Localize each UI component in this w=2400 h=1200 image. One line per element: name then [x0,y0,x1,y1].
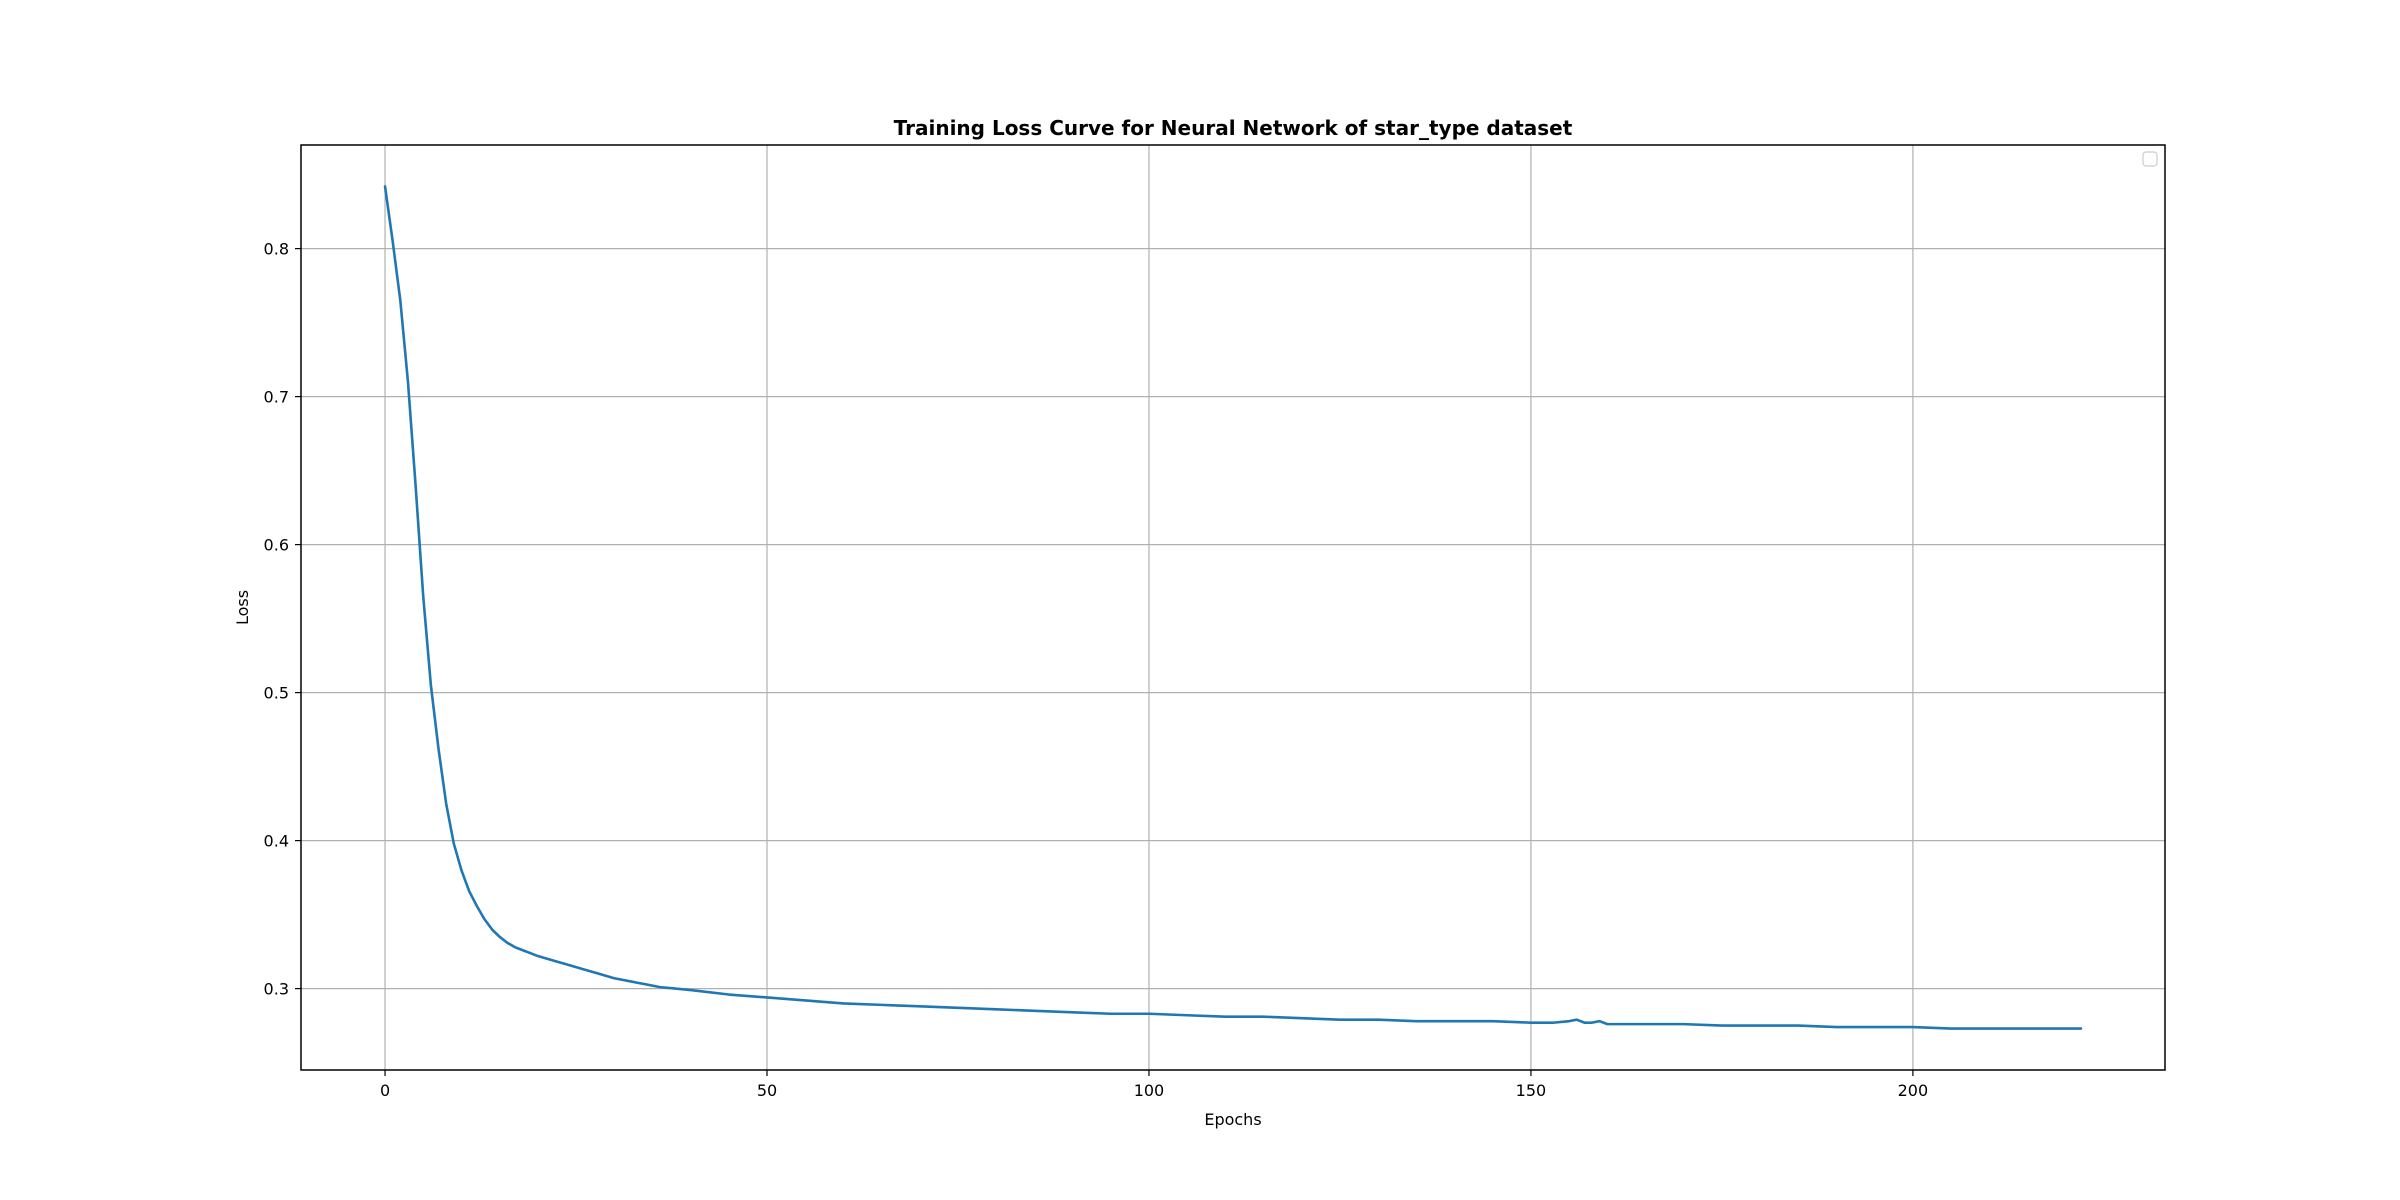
grid-lines [301,145,2165,1070]
y-tick-label: 0.8 [264,240,289,259]
chart-title: Training Loss Curve for Neural Network o… [894,116,1573,140]
x-tick-label: 150 [1516,1081,1547,1100]
y-tick-label: 0.7 [264,388,289,407]
x-tick-label: 200 [1898,1081,1929,1100]
x-tick-label: 100 [1134,1081,1165,1100]
series-layer [383,185,2083,1030]
loss-series-line [383,185,2083,1030]
x-tick-label: 50 [757,1081,777,1100]
tick-layer: 0 50 100 150 200 0.3 0.4 0.5 0.6 0.7 0.8 [264,240,1929,1100]
y-axis-label: Loss [233,590,252,625]
y-tick-label: 0.6 [264,536,289,555]
y-tick-label: 0.3 [264,980,289,999]
legend [2142,151,2158,167]
y-tick-label: 0.5 [264,684,289,703]
axes-frame [300,144,2166,1071]
x-tick-label: 0 [380,1081,390,1100]
legend-box [2142,151,2158,167]
x-axis-label: Epochs [1204,1110,1261,1129]
y-tick-label: 0.4 [264,832,289,851]
